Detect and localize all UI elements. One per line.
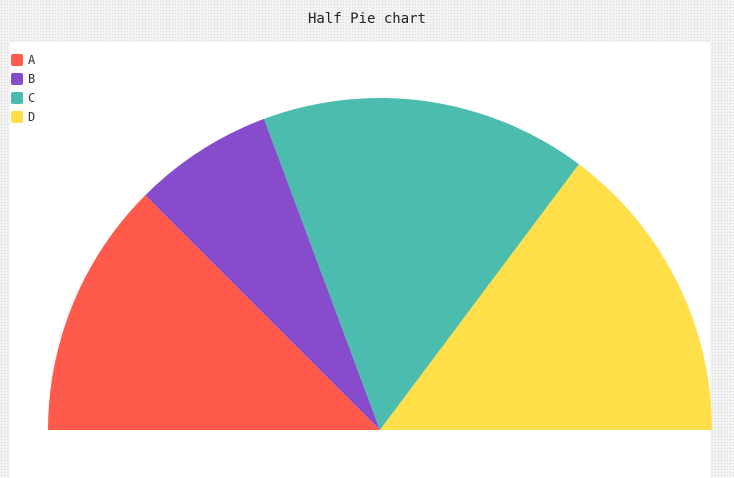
legend-label-c: C	[28, 90, 36, 105]
pie-slice-b[interactable]	[145, 118, 380, 431]
legend-swatch-d	[11, 110, 23, 123]
legend-item-a[interactable]: A	[11, 50, 35, 69]
legend-item-c[interactable]: C	[11, 88, 35, 107]
legend-item-d[interactable]: D	[11, 107, 35, 126]
legend-swatch-a	[11, 53, 23, 66]
legend-label-d: D	[28, 109, 36, 124]
chart-title: Half Pie chart	[307, 11, 426, 27]
legend-label-b: B	[28, 71, 36, 86]
pie-slice-a[interactable]	[47, 195, 380, 430]
legend: A B C D	[11, 50, 35, 126]
pie-slice-c[interactable]	[263, 97, 579, 430]
legend-label-a: A	[28, 52, 36, 67]
legend-swatch-b	[11, 72, 23, 85]
legend-item-b[interactable]: B	[11, 69, 35, 88]
legend-swatch-c	[11, 91, 23, 104]
pie-slice-d[interactable]	[380, 164, 712, 430]
